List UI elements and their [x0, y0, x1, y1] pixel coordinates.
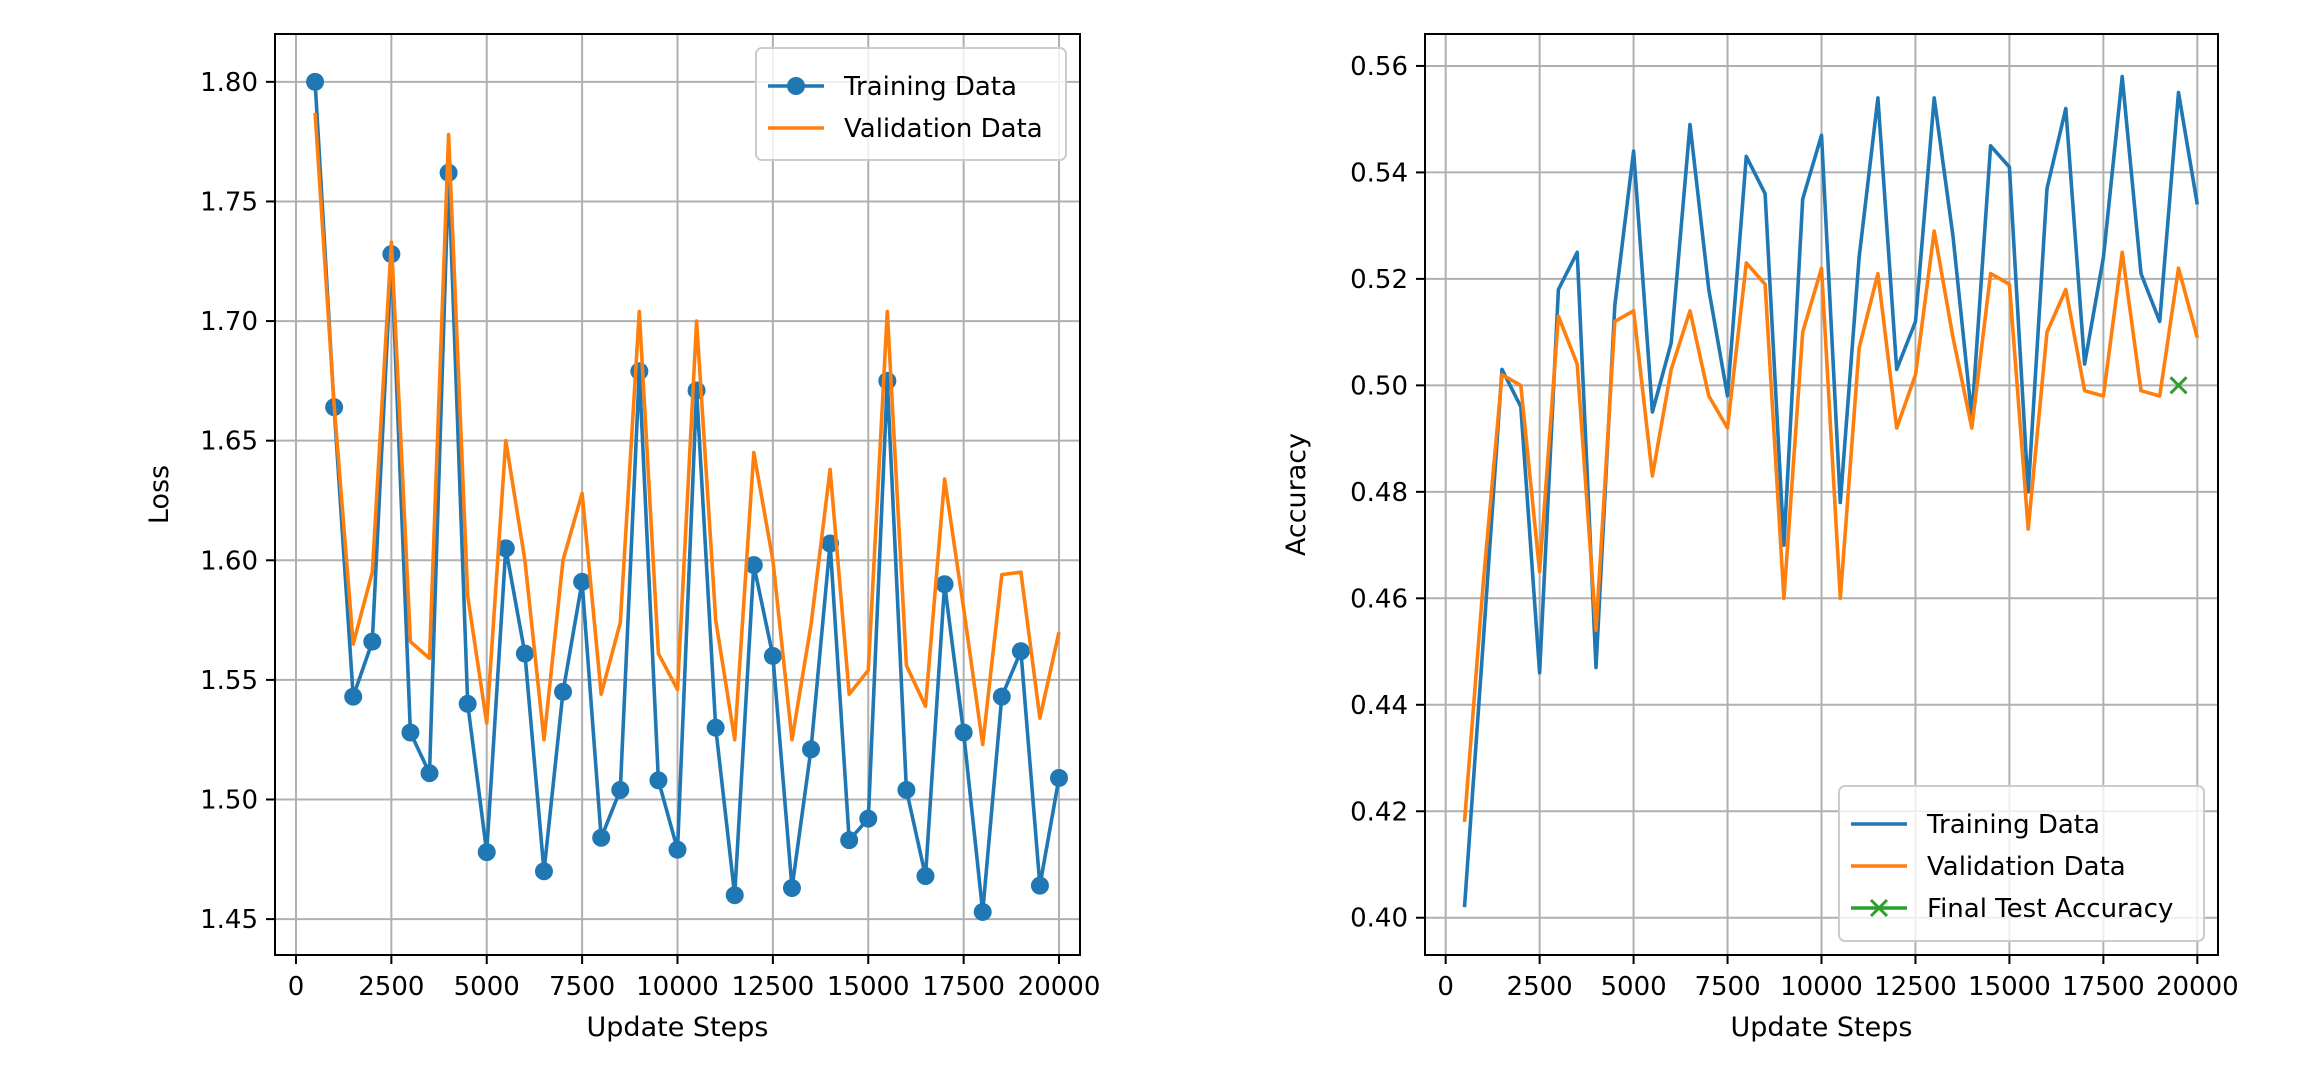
data-point — [973, 902, 992, 921]
data-point — [496, 539, 515, 558]
data-point — [515, 644, 534, 663]
loss-chart: 0 2500 5000 7500 10000 12500 15000 17500 20000 1.… — [144, 33, 1101, 1043]
data-point — [363, 632, 382, 651]
series-line — [313, 112, 1061, 747]
legend-label: Training Data — [843, 72, 1017, 102]
data-point — [878, 371, 897, 390]
data-point — [611, 780, 630, 799]
data-point — [802, 740, 821, 759]
legend-box — [755, 47, 1067, 161]
x-tick-label: 2500 — [1507, 972, 1573, 1002]
x-tick-label: 7500 — [1694, 972, 1760, 1002]
y-axis-label: Accuracy — [1281, 433, 1312, 556]
data-point — [554, 682, 573, 701]
data-point — [706, 718, 725, 737]
y-tick-label: 1.50 — [200, 786, 258, 816]
x-tick-label: 5000 — [1600, 972, 1666, 1002]
data-point — [649, 771, 668, 790]
x-tick-label: 7500 — [549, 972, 615, 1002]
series-line — [313, 81, 1061, 914]
series-line — [1462, 229, 2200, 823]
y-tick-label: 0.46 — [1350, 584, 1408, 614]
series-line — [1462, 74, 2200, 908]
y-tick-label: 1.45 — [200, 905, 258, 935]
legend-marker — [787, 77, 805, 95]
legend-marker — [1869, 898, 1889, 918]
x-tick-label: 2500 — [358, 972, 424, 1002]
y-tick-label: 1.75 — [200, 187, 258, 217]
x-tick-label: 15000 — [1968, 972, 2051, 1002]
x-tick-label: 0 — [1437, 972, 1454, 1002]
data-point — [592, 828, 611, 847]
data-point — [534, 862, 553, 881]
x-tick-label: 0 — [288, 972, 305, 1002]
y-tick-label: 0.56 — [1350, 52, 1408, 82]
legend-label: Final Test Accuracy — [1927, 894, 2173, 924]
y-tick-label: 0.52 — [1350, 265, 1408, 295]
legend-label: Validation Data — [844, 114, 1043, 144]
data-point — [782, 879, 801, 898]
data-point — [458, 694, 477, 713]
x-tick-label: 20000 — [2156, 972, 2239, 1002]
x-axis-label: Update Steps — [587, 1012, 769, 1043]
data-point — [420, 764, 439, 783]
legend-box — [1838, 785, 2205, 942]
axes-frame — [1424, 33, 2219, 956]
accuracy-chart: 0 2500 5000 7500 10000 12500 15000 17500 20000 0.… — [1281, 33, 2239, 1043]
x-tick-label: 5000 — [454, 972, 520, 1002]
data-point — [1050, 768, 1069, 787]
data-point — [306, 72, 325, 91]
y-tick-label: 1.55 — [200, 666, 258, 696]
series-validation-data — [1462, 229, 2200, 823]
data-point — [573, 572, 592, 591]
data-point — [401, 723, 420, 742]
legend: Training Data Validation Data Final Test A… — [1838, 785, 2205, 942]
data-point — [1030, 876, 1049, 895]
y-tick-label: 0.48 — [1350, 478, 1408, 508]
data-point — [954, 723, 973, 742]
data-point — [897, 780, 916, 799]
y-tick-label: 1.80 — [200, 68, 258, 98]
x-tick-label: 20000 — [1018, 972, 1101, 1002]
data-point — [992, 687, 1011, 706]
series-training-data — [1462, 74, 2200, 908]
data-point — [725, 886, 744, 905]
x-tick-label: 12500 — [732, 972, 815, 1002]
x-tick-label: 17500 — [2062, 972, 2145, 1002]
data-point — [744, 556, 763, 575]
y-tick-label: 0.42 — [1350, 797, 1408, 827]
data-point — [1011, 642, 1030, 661]
data-point — [840, 831, 859, 850]
data-point — [630, 362, 649, 381]
data-point — [2169, 376, 2188, 395]
data-point — [477, 843, 496, 862]
data-point — [916, 867, 935, 886]
data-point — [935, 575, 954, 594]
data-point — [763, 646, 782, 665]
x-axis-label: Update Steps — [1731, 1012, 1913, 1043]
x-tick-label: 12500 — [1874, 972, 1957, 1002]
y-tick-label: 1.60 — [200, 546, 258, 576]
y-tick-label: 0.50 — [1350, 371, 1408, 401]
legend-label: Validation Data — [1927, 852, 2126, 882]
x-tick-label: 17500 — [922, 972, 1005, 1002]
series-validation-data — [313, 112, 1061, 747]
data-point — [859, 809, 878, 828]
y-tick-label: 0.44 — [1350, 691, 1408, 721]
series-final-test-accuracy — [2169, 376, 2188, 395]
axes-frame — [274, 33, 1081, 956]
y-tick-label: 1.70 — [200, 307, 258, 337]
data-point — [344, 687, 363, 706]
x-tick-label: 10000 — [1780, 972, 1863, 1002]
legend-label: Training Data — [1926, 810, 2100, 840]
legend: Training Data Validation Data — [755, 47, 1067, 161]
data-point — [668, 840, 687, 859]
y-tick-label: 0.40 — [1350, 904, 1408, 934]
y-tick-label: 0.54 — [1350, 158, 1408, 188]
y-axis-label: Loss — [144, 465, 175, 524]
y-tick-label: 1.65 — [200, 427, 258, 457]
x-tick-label: 15000 — [827, 972, 910, 1002]
x-tick-label: 10000 — [636, 972, 719, 1002]
